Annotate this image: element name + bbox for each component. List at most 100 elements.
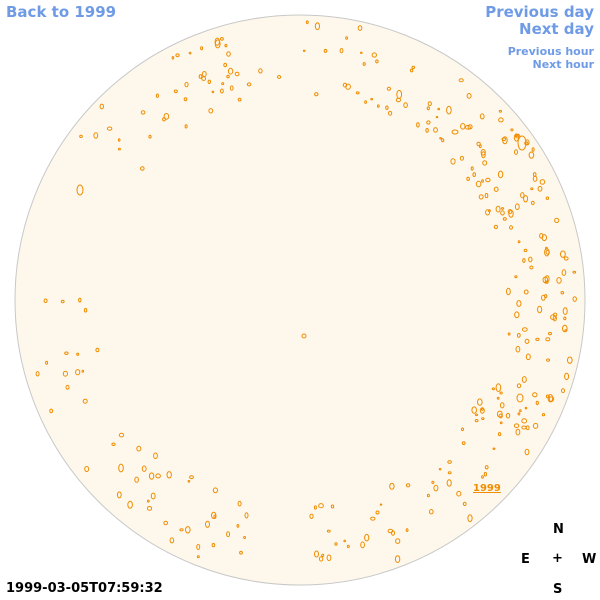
contour-mark bbox=[507, 332, 511, 336]
contour-mark bbox=[522, 258, 526, 263]
contour-mark bbox=[185, 526, 191, 534]
contour-mark bbox=[531, 147, 535, 152]
contour-mark bbox=[395, 97, 401, 103]
contour-mark bbox=[481, 151, 486, 159]
contour-mark bbox=[561, 269, 567, 276]
contour-mark bbox=[523, 248, 528, 253]
contour-mark bbox=[388, 110, 393, 116]
contour-mark bbox=[323, 48, 328, 53]
contour-mark bbox=[491, 387, 495, 391]
contour-mark bbox=[532, 422, 539, 429]
contour-mark bbox=[345, 36, 349, 40]
contour-mark bbox=[461, 441, 466, 446]
contour-mark bbox=[496, 396, 500, 400]
contour-mark bbox=[431, 480, 435, 484]
previous-hour-link[interactable]: Previous hour bbox=[507, 45, 594, 58]
contour-mark bbox=[493, 186, 499, 193]
contour-mark bbox=[499, 402, 505, 409]
contour-mark bbox=[516, 332, 521, 338]
next-day-link[interactable]: Next day bbox=[519, 20, 594, 38]
contour-mark bbox=[226, 531, 231, 538]
contour-mark bbox=[43, 298, 48, 304]
contour-mark bbox=[501, 137, 507, 142]
year-link[interactable]: 1999 bbox=[473, 483, 501, 494]
contour-mark bbox=[377, 104, 380, 108]
contour-mark bbox=[403, 102, 408, 108]
contour-mark bbox=[548, 331, 552, 336]
contour-mark bbox=[148, 134, 152, 139]
contour-mark bbox=[179, 528, 184, 532]
contour-mark bbox=[220, 37, 224, 41]
previous-day-link[interactable]: Previous day bbox=[485, 3, 594, 21]
contour-mark bbox=[567, 356, 573, 364]
contour-mark bbox=[506, 287, 511, 296]
contour-mark bbox=[95, 347, 100, 353]
contour-mark bbox=[136, 445, 142, 452]
contour-mark bbox=[545, 337, 551, 342]
contour-mark bbox=[243, 536, 247, 539]
contour-mark bbox=[532, 392, 538, 398]
contour-mark bbox=[343, 539, 347, 543]
contour-mark bbox=[220, 88, 224, 94]
contour-mark bbox=[474, 413, 479, 417]
contour-mark bbox=[326, 529, 331, 533]
contour-mark bbox=[93, 132, 99, 139]
contour-mark bbox=[462, 501, 467, 507]
contour-mark bbox=[485, 209, 491, 216]
contour-mark bbox=[488, 209, 491, 213]
contour-mark bbox=[563, 256, 569, 261]
contour-mark bbox=[500, 210, 505, 216]
contour-mark bbox=[134, 476, 139, 483]
contour-mark bbox=[461, 427, 464, 432]
contour-mark bbox=[529, 265, 534, 270]
contour-mark bbox=[163, 520, 168, 526]
contour-mark bbox=[501, 207, 505, 210]
contour-mark bbox=[346, 544, 350, 549]
contour-mark bbox=[370, 98, 374, 101]
contour-mark bbox=[395, 538, 401, 544]
compass-south: S bbox=[553, 582, 563, 597]
contour-mark bbox=[146, 506, 153, 511]
contour-mark bbox=[537, 305, 543, 314]
contour-mark bbox=[528, 151, 535, 159]
contour-mark bbox=[385, 105, 389, 110]
next-hour-link[interactable]: Next hour bbox=[532, 58, 595, 71]
contour-mark bbox=[539, 179, 546, 185]
contour-mark bbox=[155, 473, 161, 479]
contour-mark bbox=[498, 117, 504, 123]
contour-mark bbox=[476, 141, 481, 147]
contour-mark bbox=[447, 471, 452, 475]
contour-mark bbox=[441, 138, 445, 143]
contour-mark bbox=[318, 556, 324, 562]
contour-mark bbox=[106, 126, 113, 131]
contour-mark bbox=[572, 270, 577, 274]
contour-mark bbox=[81, 369, 85, 373]
contour-mark bbox=[502, 217, 507, 221]
contour-mark bbox=[183, 97, 188, 102]
contour-mark bbox=[237, 500, 242, 507]
contour-mark bbox=[465, 124, 471, 130]
contour-mark bbox=[425, 128, 429, 133]
contour-mark bbox=[35, 371, 40, 377]
contour-mark bbox=[394, 555, 401, 563]
contour-mark bbox=[49, 408, 54, 414]
contour-mark bbox=[173, 89, 178, 94]
contour-mark bbox=[318, 503, 324, 509]
contour-mark bbox=[513, 423, 520, 429]
contour-mark bbox=[515, 428, 521, 436]
contour-mark bbox=[544, 275, 550, 283]
contour-mark bbox=[524, 448, 530, 456]
contour-mark bbox=[497, 170, 504, 179]
contour-mark bbox=[474, 419, 479, 423]
contour-mark bbox=[510, 128, 514, 132]
contour-mark bbox=[208, 108, 214, 114]
contour-mark bbox=[196, 544, 201, 550]
contour-mark bbox=[321, 553, 325, 558]
back-to-year-link[interactable]: Back to 1999 bbox=[6, 3, 117, 21]
contour-mark bbox=[541, 294, 546, 301]
contour-mark bbox=[521, 376, 527, 383]
contour-mark bbox=[572, 296, 577, 302]
contour-mark bbox=[188, 51, 192, 55]
contour-mark bbox=[564, 372, 570, 381]
contour-mark bbox=[485, 177, 491, 183]
